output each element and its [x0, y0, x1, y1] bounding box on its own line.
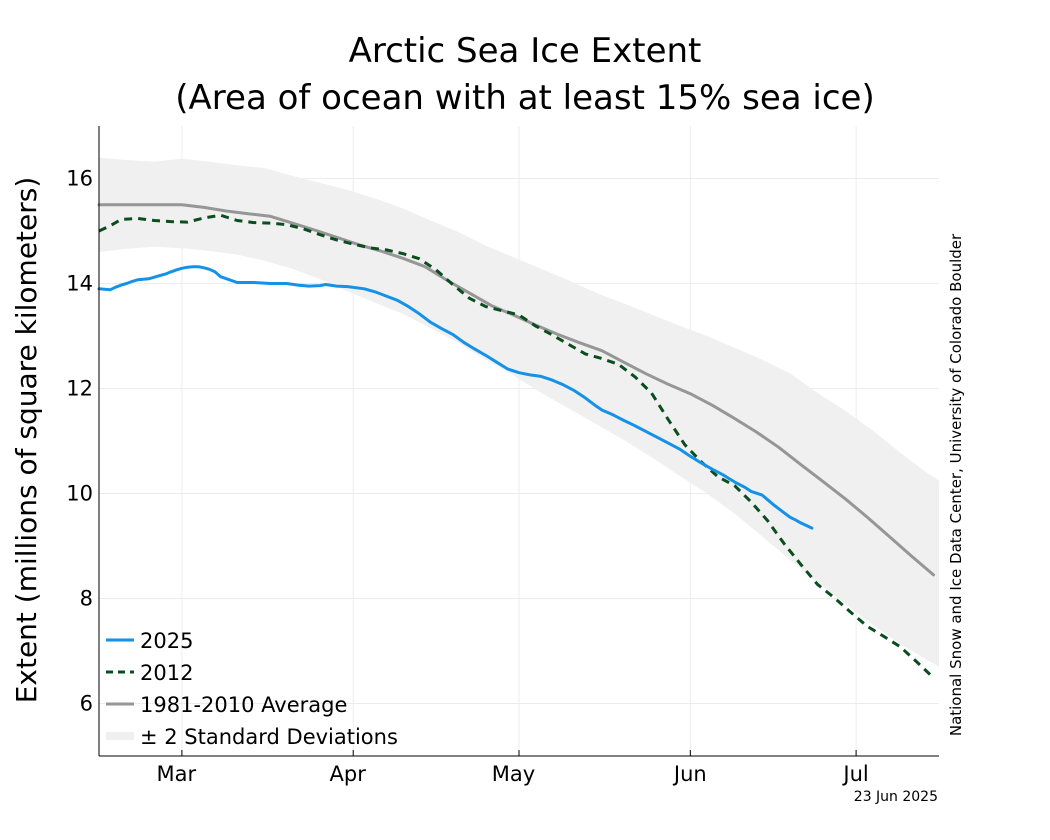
- std-dev-band: [99, 157, 939, 667]
- y-axis-label: Extent (millions of square kilometers): [10, 177, 43, 704]
- legend-label-2-standard-deviations: ± 2 Standard Deviations: [140, 725, 398, 749]
- series-line-2025: [97, 265, 814, 530]
- y-tick-label-5: 16: [66, 167, 93, 191]
- chart-title-line-1: Arctic Sea Ice Extent: [349, 31, 702, 71]
- legend-label-2025: 2025: [140, 629, 193, 653]
- x-tick-label-mar: Mar: [157, 762, 197, 786]
- plot-area: 6 8 10 12 14 16 Mar Apr May Jun Jul 2025 2012 1981-20…: [66, 126, 939, 786]
- y-tick-label-0: 6: [80, 692, 93, 716]
- x-tick-label-may: May: [492, 762, 535, 786]
- legend-label-1981-2010-average: 1981-2010 Average: [140, 693, 347, 717]
- y-tick-label-3: 12: [66, 377, 93, 401]
- date-stamp: 23 Jun 2025: [854, 789, 938, 805]
- x-tick-label-apr: Apr: [330, 762, 367, 786]
- y-tick-label-1: 8: [80, 587, 93, 611]
- y-tick-label-2: 10: [66, 482, 93, 506]
- series-line-2012: [98, 213, 935, 679]
- legend-swatch-2-standard-deviations: [106, 732, 134, 740]
- x-tick-label-jun: Jun: [672, 762, 707, 786]
- y-tick-label-4: 14: [66, 272, 93, 296]
- x-tick-label-jul: Jul: [841, 762, 868, 786]
- chart-title-line-2: (Area of ocean with at least 15% sea ice…: [175, 78, 874, 118]
- credit-text: National Snow and Ice Data Center, Unive…: [947, 233, 965, 736]
- legend-label-2012: 2012: [140, 661, 193, 685]
